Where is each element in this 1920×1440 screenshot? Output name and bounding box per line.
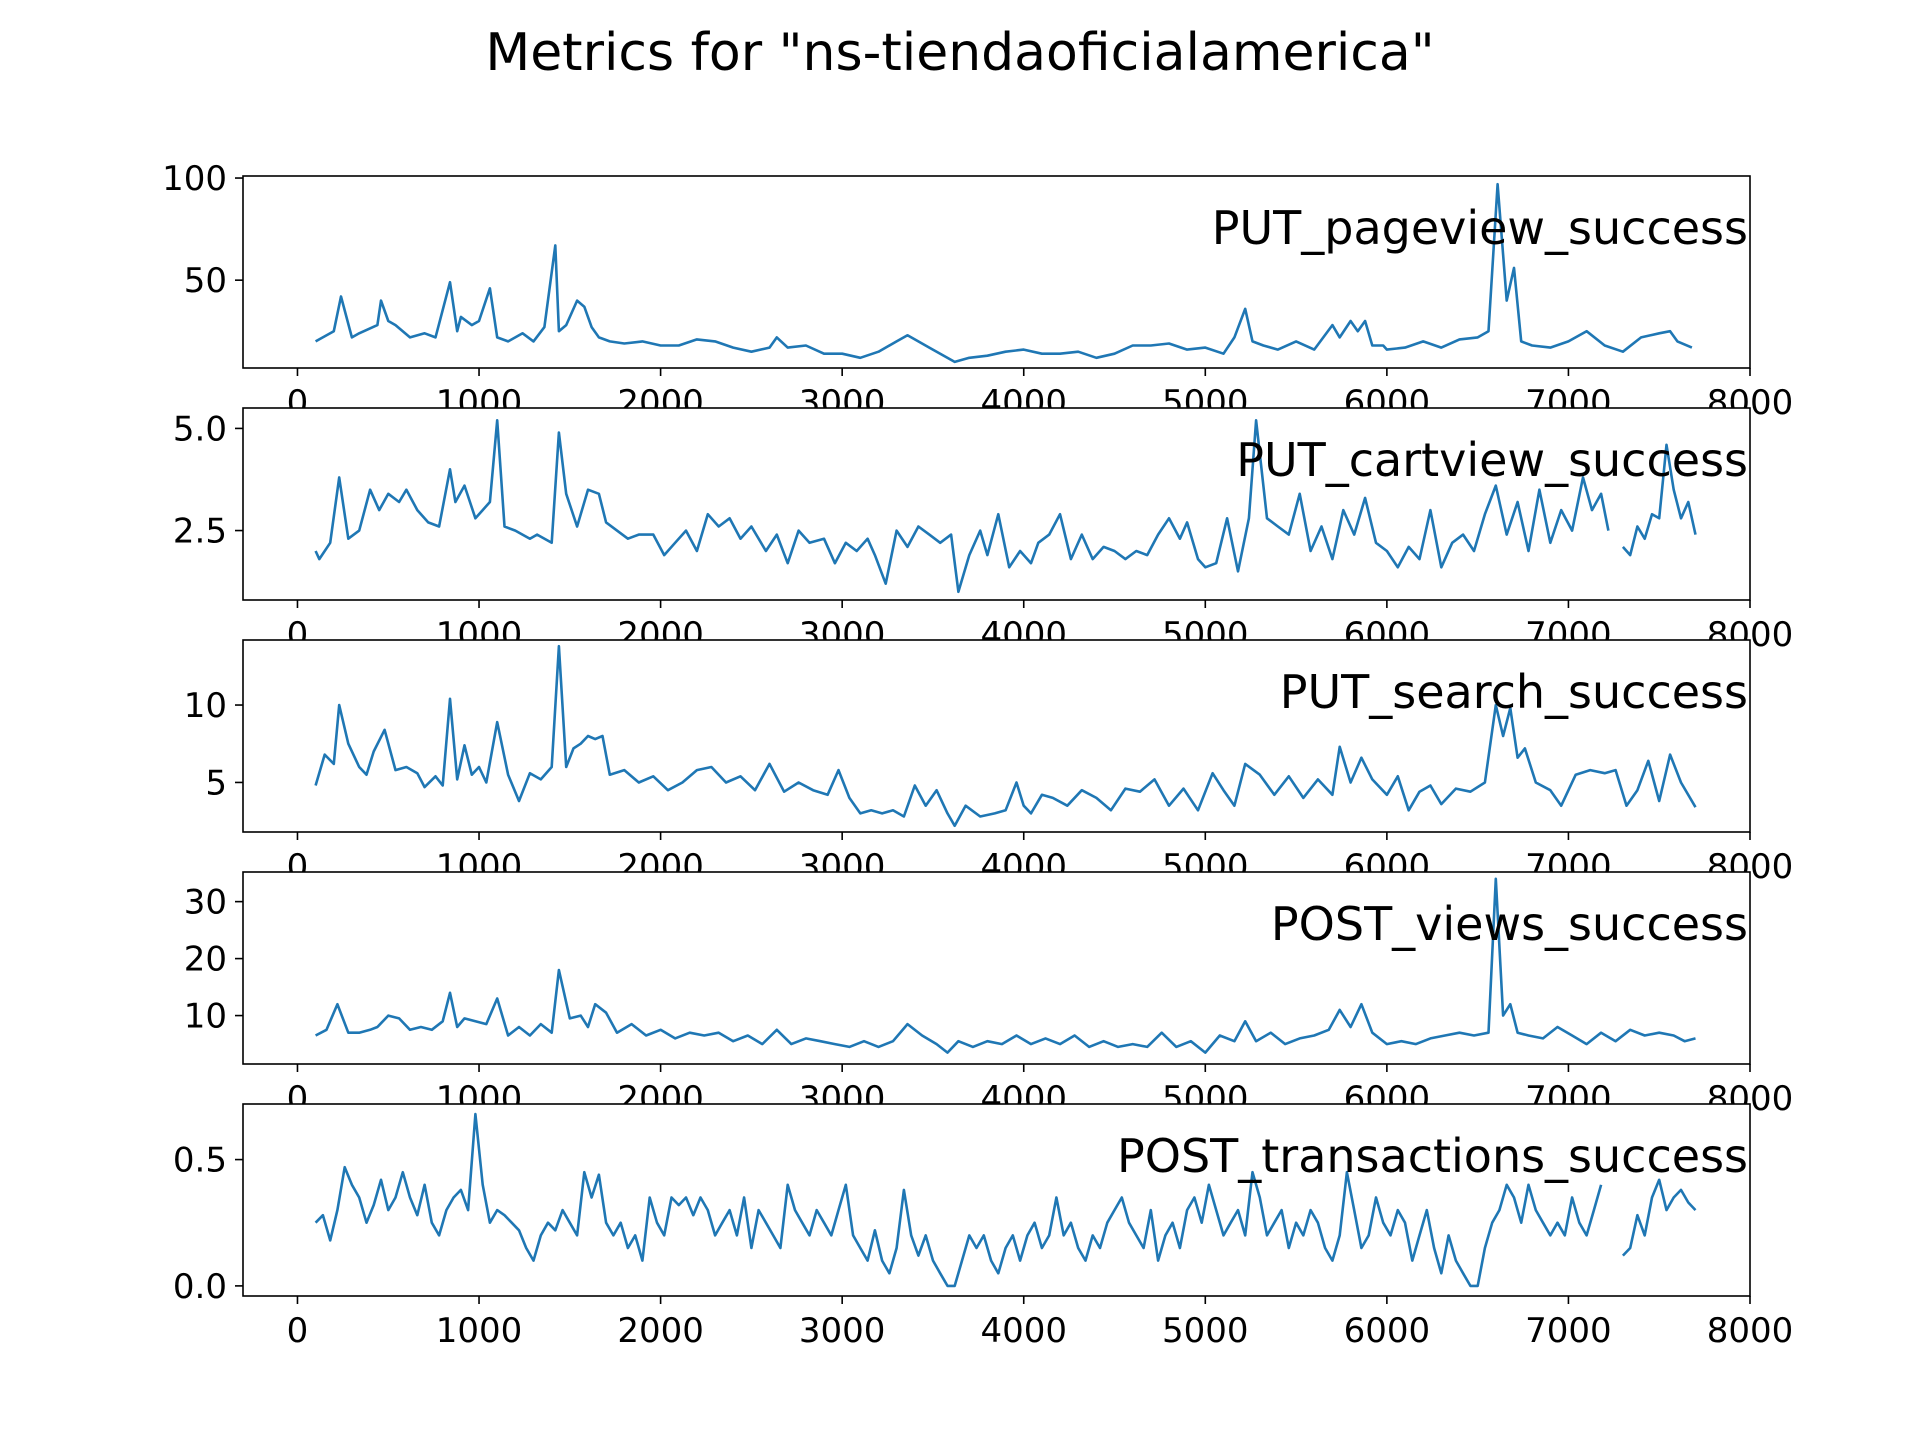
axes-frame <box>242 871 1751 1065</box>
x-tick-label: 8000 <box>1707 1311 1794 1351</box>
subplots: 0 1000 2000 3000 4000 5000 6000 7000 8000 50 100 PU… <box>162 159 1793 1351</box>
x-tick-label: 3000 <box>799 1311 886 1351</box>
panel-label: PUT_pageview_success <box>1212 201 1748 255</box>
axes-frame <box>242 1103 1751 1297</box>
x-tick-label: 1000 <box>436 1311 523 1351</box>
y-tick-label: 100 <box>162 159 227 199</box>
x-tick-label: 2000 <box>617 1311 704 1351</box>
series-line-segment <box>1621 443 1697 557</box>
y-tick-label: 0.5 <box>173 1141 227 1181</box>
y-tick-label: 10 <box>184 997 227 1037</box>
subplot-2: 0 1000 2000 3000 4000 5000 6000 7000 80002.55.0P… <box>173 407 1793 655</box>
series-line-segment <box>314 877 1696 1054</box>
y-tick-label: 30 <box>184 883 227 923</box>
y-tick-label: 5.0 <box>173 409 227 449</box>
series-line-segment <box>314 1112 1603 1288</box>
panel-label: PUT_search_success <box>1280 665 1748 719</box>
y-tick-label: 50 <box>184 261 227 301</box>
y-tick-label: 10 <box>184 686 227 726</box>
x-tick-label: 0 <box>287 1311 309 1351</box>
y-tick-label: 2.5 <box>173 512 227 552</box>
panel-label: PUT_cartview_success <box>1236 433 1748 487</box>
x-tick-label: 4000 <box>980 1311 1067 1351</box>
series-line-segment <box>314 182 1693 364</box>
series-line-segment <box>314 419 1610 594</box>
subplot-1: 0 1000 2000 3000 4000 5000 6000 7000 800050100PU… <box>162 159 1793 423</box>
axes-frame <box>242 407 1751 601</box>
series-line-segment <box>314 644 1697 828</box>
axes-background <box>243 872 1750 1064</box>
axes-background <box>243 1104 1750 1296</box>
series-line-segment <box>1621 1178 1697 1257</box>
panel-label: POST_transactions_success <box>1117 1129 1748 1183</box>
y-tick-label: 5 <box>205 763 227 803</box>
x-tick-label: 7000 <box>1525 1311 1612 1351</box>
x-tick-label: 6000 <box>1344 1311 1431 1351</box>
figure-title: Metrics for "ns-tiendaoficialamerica" <box>485 23 1434 83</box>
y-tick-label: 20 <box>184 940 227 980</box>
panel-label: POST_views_success <box>1271 897 1748 951</box>
axes-frame <box>242 639 1751 833</box>
subplot-5: 0 1000 2000 3000 4000 5000 6000 7000 8000 0.0 0.5 P… <box>173 1103 1794 1351</box>
y-tick-label: 0.0 <box>173 1267 227 1307</box>
x-tick-label: 5000 <box>1162 1311 1249 1351</box>
axes-frame <box>242 175 1751 369</box>
